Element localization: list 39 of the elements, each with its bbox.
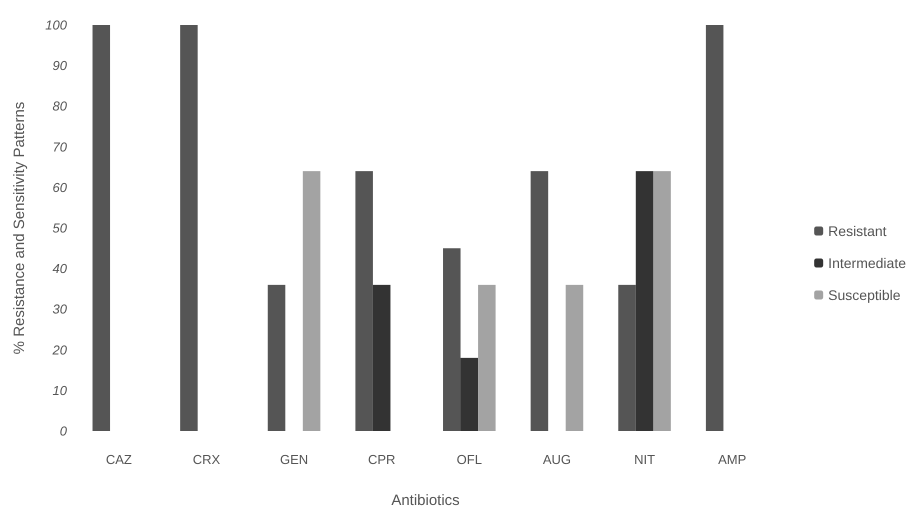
x-axis-title: Antibiotics: [391, 492, 460, 509]
bar: [372, 284, 390, 431]
bar: [478, 284, 496, 431]
y-tick-label: 0: [60, 424, 68, 438]
y-tick-label: 70: [52, 139, 68, 154]
x-tick-label: AUG: [542, 452, 572, 467]
x-tick-label: CPR: [368, 452, 396, 467]
bar: [302, 171, 320, 431]
bar: [460, 358, 478, 431]
legend-label: Resistant: [828, 223, 887, 239]
bar: [706, 25, 724, 431]
bar: [180, 25, 198, 431]
bar: [566, 284, 584, 431]
y-tick-label: 80: [52, 98, 68, 114]
legend-label: Intermediate: [828, 255, 906, 271]
y-tick-label: 40: [52, 261, 68, 276]
x-tick-label: CAZ: [106, 452, 132, 467]
y-tick-label: 90: [52, 58, 68, 74]
x-tick-label: OFL: [456, 452, 482, 467]
y-tick-label: 10: [52, 382, 68, 398]
bar: [636, 171, 654, 431]
x-tick-label: NIT: [634, 452, 656, 467]
bar: [443, 248, 461, 431]
y-tick-label: 60: [52, 180, 68, 195]
x-tick-label: AMP: [718, 452, 746, 467]
bar: [530, 171, 548, 431]
y-tick-label: 30: [52, 302, 68, 317]
x-tick-label: GEN: [280, 452, 308, 467]
bar: [268, 284, 286, 431]
y-tick-label: 100: [45, 18, 68, 32]
y-tick-label: 20: [52, 342, 68, 358]
bar: [355, 171, 373, 431]
y-axis-title: % Resistance and Sensitivity Patterns: [11, 102, 28, 354]
bar: [618, 284, 636, 431]
bar: [92, 25, 110, 431]
bar: [653, 171, 671, 431]
legend-label: Susceptible: [828, 287, 901, 303]
x-tick-label: CRX: [192, 452, 220, 467]
y-tick-label: 50: [52, 220, 68, 236]
